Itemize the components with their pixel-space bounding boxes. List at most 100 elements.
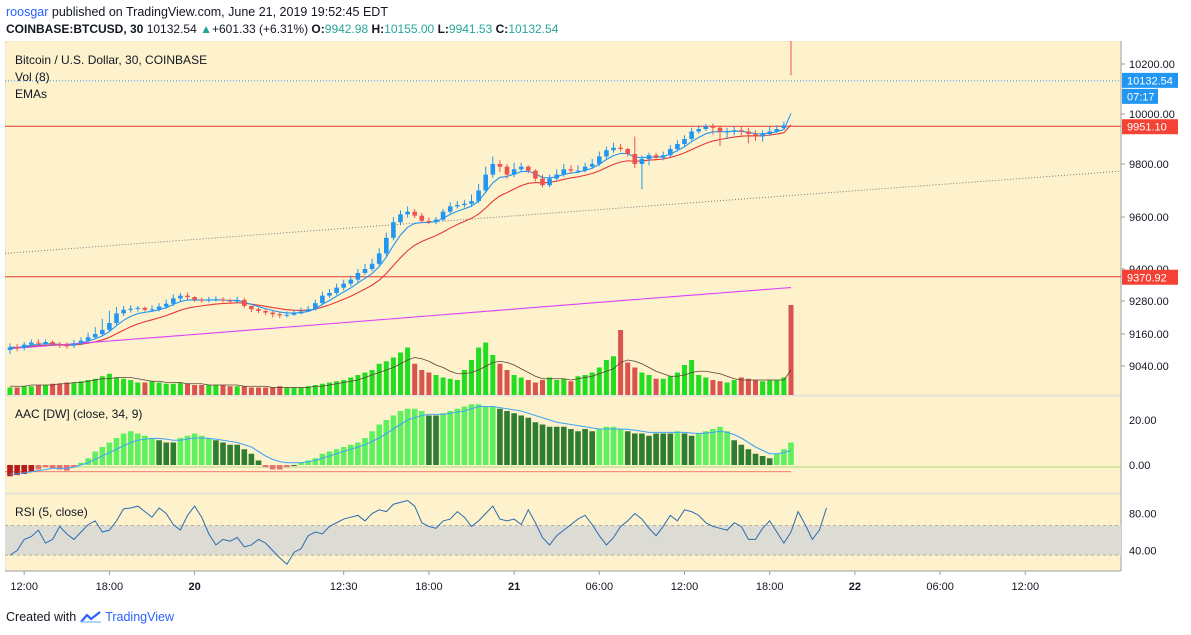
candle-body[interactable] [639, 159, 645, 164]
candle-body[interactable] [185, 295, 190, 297]
author-link[interactable]: roosgar [6, 5, 49, 19]
chart-svg[interactable]: 10200.0010000.009800.009600.009400.00928… [4, 40, 1186, 599]
candle-body[interactable] [547, 178, 552, 186]
candle-body[interactable] [504, 166, 510, 175]
candle-body[interactable] [398, 214, 403, 223]
candle-body[interactable] [384, 237, 389, 254]
candle-body[interactable] [298, 311, 304, 314]
candle-body[interactable] [263, 310, 268, 313]
candle-body[interactable] [462, 203, 467, 206]
candle-body[interactable] [589, 164, 595, 167]
candle-body[interactable] [220, 299, 226, 301]
candle-body[interactable] [334, 287, 339, 293]
candle-body[interactable] [717, 127, 723, 132]
candle-body[interactable] [355, 273, 361, 280]
candle-body[interactable] [781, 125, 787, 129]
candle-body[interactable] [447, 206, 453, 212]
candle-body[interactable] [760, 134, 765, 137]
candle-body[interactable] [526, 166, 531, 171]
candle-body[interactable] [242, 299, 247, 306]
candle-body[interactable] [85, 337, 91, 341]
candle-body[interactable] [582, 166, 588, 171]
candle-body[interactable] [767, 131, 772, 135]
trendline[interactable] [4, 170, 1122, 254]
candle-body[interactable] [121, 309, 126, 314]
candle-body[interactable] [57, 344, 62, 346]
candle-body[interactable] [369, 263, 375, 269]
candle-body[interactable] [426, 220, 432, 223]
candle-body[interactable] [78, 340, 84, 344]
candle-body[interactable] [419, 215, 425, 221]
candle-body[interactable] [774, 129, 780, 132]
candle-body[interactable] [625, 149, 630, 154]
candle-body[interactable] [341, 283, 346, 288]
candle-body[interactable] [43, 342, 48, 344]
candle-body[interactable] [710, 126, 716, 128]
candle-body[interactable] [518, 166, 524, 170]
candle-body[interactable] [206, 299, 212, 301]
tradingview-brand[interactable]: TradingView [80, 610, 174, 624]
candle-body[interactable] [142, 307, 148, 310]
candle-body[interactable] [14, 347, 20, 349]
candle-body[interactable] [199, 299, 204, 301]
candle-body[interactable] [533, 170, 538, 179]
candle-body[interactable] [731, 130, 737, 132]
candle-body[interactable] [433, 219, 439, 223]
candle-body[interactable] [36, 342, 41, 344]
candle-body[interactable] [618, 147, 623, 149]
candle-body[interactable] [270, 312, 275, 315]
candle-body[interactable] [689, 131, 694, 140]
candle-body[interactable] [646, 155, 652, 159]
candle-body[interactable] [746, 131, 751, 135]
candle-body[interactable] [107, 323, 112, 330]
candle-body[interactable] [163, 303, 169, 307]
candle-body[interactable] [412, 211, 417, 216]
candle-body[interactable] [440, 211, 446, 220]
candle-body[interactable] [249, 305, 254, 310]
candle-body[interactable] [284, 314, 290, 316]
candle-body[interactable] [554, 174, 559, 179]
candle-body[interactable] [100, 329, 105, 334]
candle-body[interactable] [348, 279, 354, 284]
candle-body[interactable] [135, 307, 141, 309]
price-pane[interactable] [4, 40, 1122, 396]
candle-body[interactable] [213, 299, 219, 301]
candle-body[interactable] [29, 342, 34, 345]
candle-body[interactable] [753, 134, 758, 137]
candle-body[interactable] [653, 155, 659, 158]
candle-body[interactable] [483, 174, 488, 191]
candle-body[interactable] [604, 150, 609, 157]
candle-body[interactable] [668, 149, 673, 156]
candle-body[interactable] [291, 313, 297, 315]
candle-body[interactable] [724, 131, 730, 133]
candle-body[interactable] [568, 169, 574, 171]
candle-body[interactable] [540, 178, 545, 186]
candle-body[interactable] [561, 169, 567, 175]
candle-body[interactable] [114, 313, 119, 323]
candle-body[interactable] [128, 308, 133, 310]
candle-body[interactable] [497, 164, 503, 167]
candle-body[interactable] [71, 343, 77, 346]
candle-body[interactable] [92, 334, 98, 338]
candle-body[interactable] [611, 147, 616, 151]
time-axis[interactable] [5, 572, 1121, 599]
candle-body[interactable] [675, 144, 680, 149]
candle-body[interactable] [313, 303, 318, 310]
candle-body[interactable] [362, 269, 368, 273]
candle-body[interactable] [277, 314, 283, 316]
candle-body[interactable] [476, 190, 481, 202]
candle-body[interactable] [703, 126, 709, 130]
candle-body[interactable] [739, 130, 744, 132]
candle-body[interactable] [575, 170, 581, 172]
candle-body[interactable] [149, 309, 155, 311]
chart-area[interactable]: 10200.0010000.009800.009600.009400.00928… [4, 40, 1186, 599]
candle-body[interactable] [320, 295, 325, 304]
candle-body[interactable] [327, 293, 332, 296]
candle-body[interactable] [682, 139, 687, 144]
candle-body[interactable] [405, 211, 410, 215]
candle-body[interactable] [171, 298, 176, 304]
candle-body[interactable] [156, 306, 162, 310]
candle-body[interactable] [305, 309, 311, 312]
candle-body[interactable] [227, 300, 233, 302]
candle-body[interactable] [455, 205, 460, 207]
